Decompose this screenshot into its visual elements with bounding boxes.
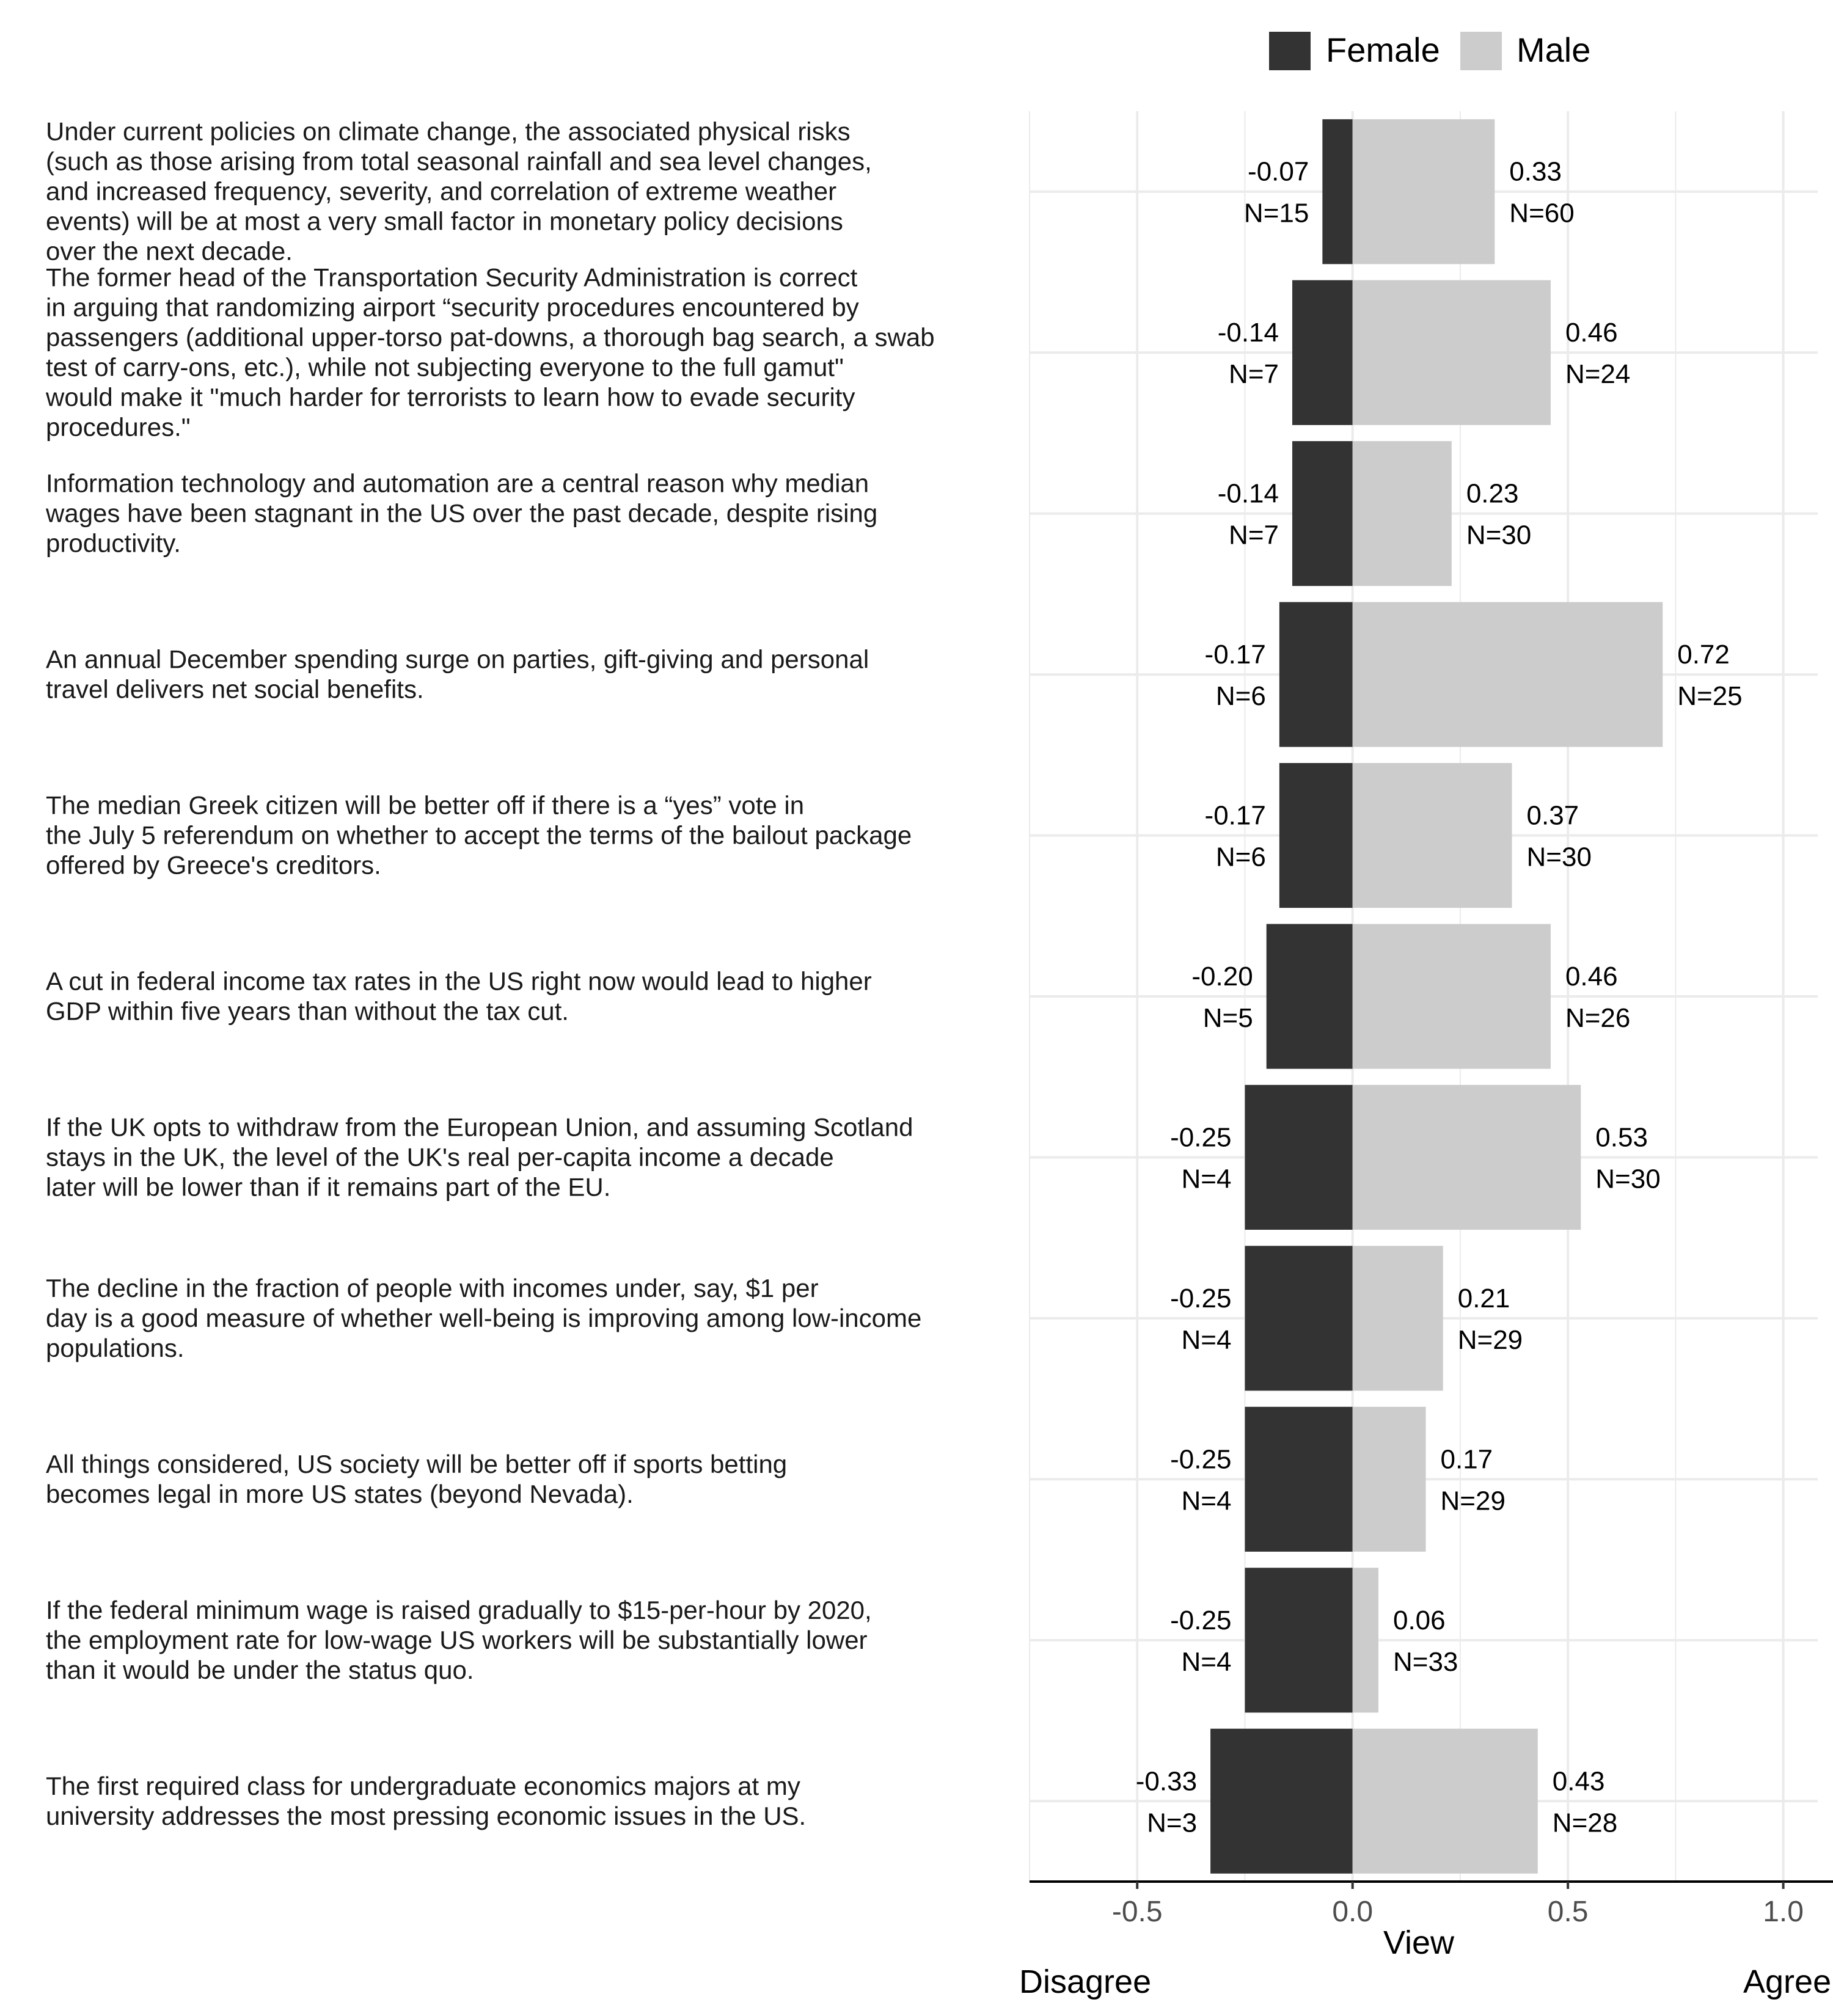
x-axis-title: View bbox=[1383, 1924, 1455, 1961]
legend: Female Male bbox=[1269, 31, 1590, 70]
n-label-female: N=5 bbox=[1203, 1003, 1253, 1033]
statement-label: The former head of the Transportation Se… bbox=[45, 263, 935, 442]
statement-label: The decline in the fraction of people wi… bbox=[46, 1274, 921, 1362]
n-label-male: N=30 bbox=[1595, 1164, 1660, 1194]
bar-male bbox=[1352, 762, 1512, 908]
n-label-female: N=4 bbox=[1182, 1647, 1232, 1677]
value-label-female: -0.20 bbox=[1191, 962, 1253, 992]
n-label-female: N=7 bbox=[1229, 520, 1279, 550]
n-label-female: N=4 bbox=[1182, 1486, 1232, 1516]
bar-female bbox=[1245, 1246, 1353, 1391]
n-label-male: N=24 bbox=[1565, 359, 1630, 389]
legend-swatch-female bbox=[1269, 32, 1311, 70]
value-label-male: 0.37 bbox=[1527, 801, 1579, 831]
bar-female bbox=[1322, 119, 1353, 265]
bar-female bbox=[1292, 280, 1353, 425]
n-label-male: N=30 bbox=[1527, 842, 1592, 872]
bar-female bbox=[1245, 1406, 1353, 1552]
n-label-female: N=6 bbox=[1216, 681, 1266, 711]
value-label-male: 0.23 bbox=[1466, 479, 1519, 509]
x-tick-label: 0.0 bbox=[1332, 1896, 1373, 1928]
scale-left-label: Disagree bbox=[1019, 1963, 1151, 2000]
statement-label: If the UK opts to withdraw from the Euro… bbox=[46, 1112, 913, 1201]
x-tick-label: 0.5 bbox=[1548, 1896, 1589, 1928]
bar-female bbox=[1245, 1568, 1353, 1713]
value-label-female: -0.07 bbox=[1248, 157, 1309, 187]
n-label-male: N=28 bbox=[1553, 1808, 1617, 1838]
n-label-female: N=6 bbox=[1216, 842, 1266, 872]
x-tick-label: 1.0 bbox=[1763, 1896, 1804, 1928]
bar-female bbox=[1245, 1084, 1353, 1230]
statement-label: If the federal minimum wage is raised gr… bbox=[46, 1596, 872, 1684]
statement-label: Information technology and automation ar… bbox=[45, 469, 877, 558]
x-axis: -0.5 0.0 0.5 1.0 bbox=[1030, 1880, 1833, 1928]
statement-label: All things considered, US society will b… bbox=[46, 1450, 787, 1508]
legend-swatch-male bbox=[1460, 32, 1502, 70]
value-label-male: 0.21 bbox=[1458, 1284, 1510, 1313]
value-label-female: -0.25 bbox=[1170, 1284, 1231, 1313]
bar-male bbox=[1352, 1728, 1538, 1874]
n-label-male: N=29 bbox=[1458, 1325, 1523, 1355]
legend-label-male: Male bbox=[1517, 31, 1590, 69]
statement-label: The first required class for undergradua… bbox=[46, 1772, 806, 1830]
n-label-female: N=4 bbox=[1182, 1325, 1232, 1355]
data-labels: -0.07 N=15 0.33 N=60 -0.14 N=7 0.46 N=24 -0.14 N=… bbox=[1136, 157, 1743, 1838]
bars bbox=[1210, 119, 1663, 1874]
bar-female bbox=[1279, 762, 1353, 908]
value-label-male: 0.17 bbox=[1441, 1444, 1493, 1474]
bar-male bbox=[1352, 602, 1663, 747]
value-label-female: -0.33 bbox=[1136, 1766, 1197, 1796]
value-label-male: 0.43 bbox=[1553, 1766, 1605, 1796]
bar-female bbox=[1266, 924, 1353, 1069]
n-label-female: N=4 bbox=[1182, 1164, 1232, 1194]
statement-label: Under current policies on climate change… bbox=[46, 117, 872, 266]
bar-male bbox=[1352, 1568, 1378, 1713]
value-label-male: 0.06 bbox=[1393, 1605, 1446, 1635]
n-label-female: N=7 bbox=[1229, 359, 1279, 389]
n-label-female: N=15 bbox=[1244, 199, 1309, 228]
value-label-male: 0.53 bbox=[1595, 1122, 1648, 1152]
statement-labels: Under current policies on climate change… bbox=[45, 117, 935, 1830]
n-label-male: N=26 bbox=[1565, 1003, 1630, 1033]
scale-right-label: Agree bbox=[1743, 1963, 1831, 2000]
statement-label: An annual December spending surge on par… bbox=[46, 645, 869, 704]
bar-male bbox=[1352, 924, 1551, 1069]
value-label-female: -0.25 bbox=[1170, 1122, 1231, 1152]
bar-female bbox=[1279, 602, 1353, 747]
value-label-female: -0.25 bbox=[1170, 1605, 1231, 1635]
value-label-female: -0.14 bbox=[1218, 318, 1279, 348]
value-label-female: -0.17 bbox=[1205, 640, 1266, 670]
value-label-female: -0.17 bbox=[1205, 801, 1266, 831]
value-label-male: 0.46 bbox=[1565, 318, 1618, 348]
n-label-male: N=30 bbox=[1466, 520, 1531, 550]
bar-male bbox=[1352, 280, 1551, 425]
bar-male bbox=[1352, 1084, 1581, 1230]
value-label-male: 0.33 bbox=[1509, 157, 1562, 187]
n-label-male: N=60 bbox=[1509, 199, 1574, 228]
bar-male bbox=[1352, 119, 1495, 265]
value-label-female: -0.14 bbox=[1218, 479, 1279, 509]
legend-label-female: Female bbox=[1326, 31, 1440, 69]
n-label-male: N=29 bbox=[1441, 1486, 1506, 1516]
bar-male bbox=[1352, 1246, 1443, 1391]
value-label-male: 0.46 bbox=[1565, 962, 1618, 992]
statement-label: A cut in federal income tax rates in the… bbox=[46, 967, 872, 1026]
x-tick-label: -0.5 bbox=[1112, 1896, 1163, 1928]
value-label-male: 0.72 bbox=[1677, 640, 1730, 670]
n-label-female: N=3 bbox=[1147, 1808, 1197, 1838]
bar-female bbox=[1210, 1728, 1353, 1874]
value-label-female: -0.25 bbox=[1170, 1444, 1231, 1474]
n-label-male: N=25 bbox=[1677, 681, 1742, 711]
bar-female bbox=[1292, 441, 1353, 586]
statement-label: The median Greek citizen will be better … bbox=[46, 791, 912, 880]
bar-male bbox=[1352, 441, 1452, 586]
bar-male bbox=[1352, 1406, 1426, 1552]
n-label-male: N=33 bbox=[1393, 1647, 1458, 1677]
